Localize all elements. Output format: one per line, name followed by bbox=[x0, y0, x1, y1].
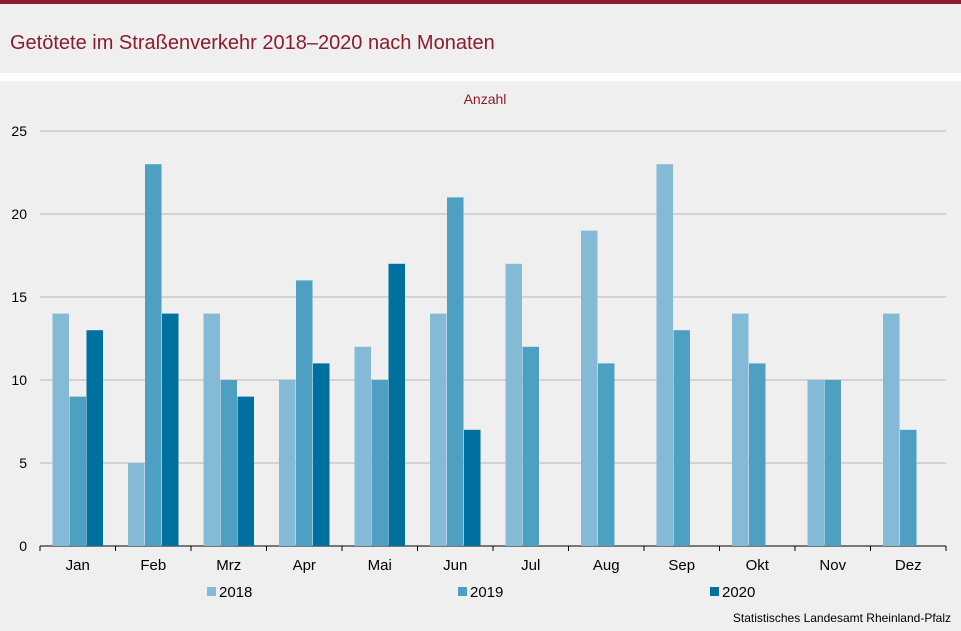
bar-2019-jan bbox=[69, 396, 86, 546]
y-tick-label: 10 bbox=[11, 372, 27, 388]
bar-2018-jul bbox=[505, 263, 522, 546]
x-tick-label: Jun bbox=[443, 557, 467, 574]
x-tick-label: Mrz bbox=[216, 557, 241, 574]
y-tick-label: 5 bbox=[19, 455, 27, 471]
legend-label-2018: 2018 bbox=[219, 584, 252, 601]
source-note: Statistisches Landesamt Rheinland-Pfalz bbox=[732, 611, 951, 625]
bar-2018-jun bbox=[430, 313, 447, 546]
bar-2019-feb bbox=[145, 164, 162, 546]
legend-label-2020: 2020 bbox=[722, 584, 755, 601]
x-tick-label: Jul bbox=[521, 557, 540, 574]
bar-2019-mrz bbox=[220, 380, 237, 546]
bar-2018-nov bbox=[807, 380, 824, 546]
y-tick-label: 25 bbox=[11, 123, 27, 139]
top-accent-bar bbox=[0, 0, 961, 4]
bar-2020-apr bbox=[313, 363, 330, 546]
bar-2020-mai bbox=[388, 263, 405, 546]
bar-2018-jan bbox=[52, 313, 69, 546]
bar-2019-aug bbox=[598, 363, 615, 546]
bar-2020-mrz bbox=[237, 396, 254, 546]
legend-swatch-2019 bbox=[458, 587, 467, 596]
x-tick-label: Apr bbox=[293, 557, 316, 574]
x-tick-label: Mai bbox=[368, 557, 392, 574]
bar-2018-okt bbox=[732, 313, 749, 546]
bar-2018-mrz bbox=[203, 313, 220, 546]
bar-2018-dez bbox=[883, 313, 900, 546]
legend-label-2019: 2019 bbox=[470, 584, 503, 601]
y-tick-label: 0 bbox=[19, 538, 27, 554]
bar-2020-feb bbox=[162, 313, 179, 546]
x-tick-label: Dez bbox=[895, 557, 922, 574]
x-tick-label: Feb bbox=[140, 557, 166, 574]
x-tick-label: Jan bbox=[66, 557, 90, 574]
y-axis-label: Anzahl bbox=[464, 91, 507, 107]
x-tick-label: Okt bbox=[746, 557, 770, 574]
bar-2019-sep bbox=[673, 330, 690, 546]
bar-2018-apr bbox=[279, 380, 296, 546]
bar-2018-aug bbox=[581, 230, 598, 546]
chart-title: Getötete im Straßenverkehr 2018–2020 nac… bbox=[10, 32, 495, 54]
bar-2019-jul bbox=[522, 346, 539, 546]
legend-swatch-2018 bbox=[207, 587, 216, 596]
bar-2019-okt bbox=[749, 363, 766, 546]
bar-2019-mai bbox=[371, 380, 388, 546]
bar-2020-jan bbox=[86, 330, 103, 546]
bar-2018-feb bbox=[128, 463, 145, 546]
bar-2020-jun bbox=[464, 429, 481, 546]
y-tick-label: 20 bbox=[11, 206, 27, 222]
x-tick-label: Nov bbox=[819, 557, 846, 574]
legend-swatch-2020 bbox=[710, 587, 719, 596]
bar-2019-nov bbox=[824, 380, 841, 546]
bar-2019-jun bbox=[447, 197, 464, 546]
bar-2019-apr bbox=[296, 280, 313, 546]
x-tick-label: Sep bbox=[668, 557, 695, 574]
x-tick-label: Aug bbox=[593, 557, 620, 574]
title-band: Getötete im Straßenverkehr 2018–2020 nac… bbox=[0, 4, 961, 73]
bar-2018-sep bbox=[656, 164, 673, 546]
bar-2019-dez bbox=[900, 429, 917, 546]
y-tick-label: 15 bbox=[11, 289, 27, 305]
bar-2018-mai bbox=[354, 346, 371, 546]
